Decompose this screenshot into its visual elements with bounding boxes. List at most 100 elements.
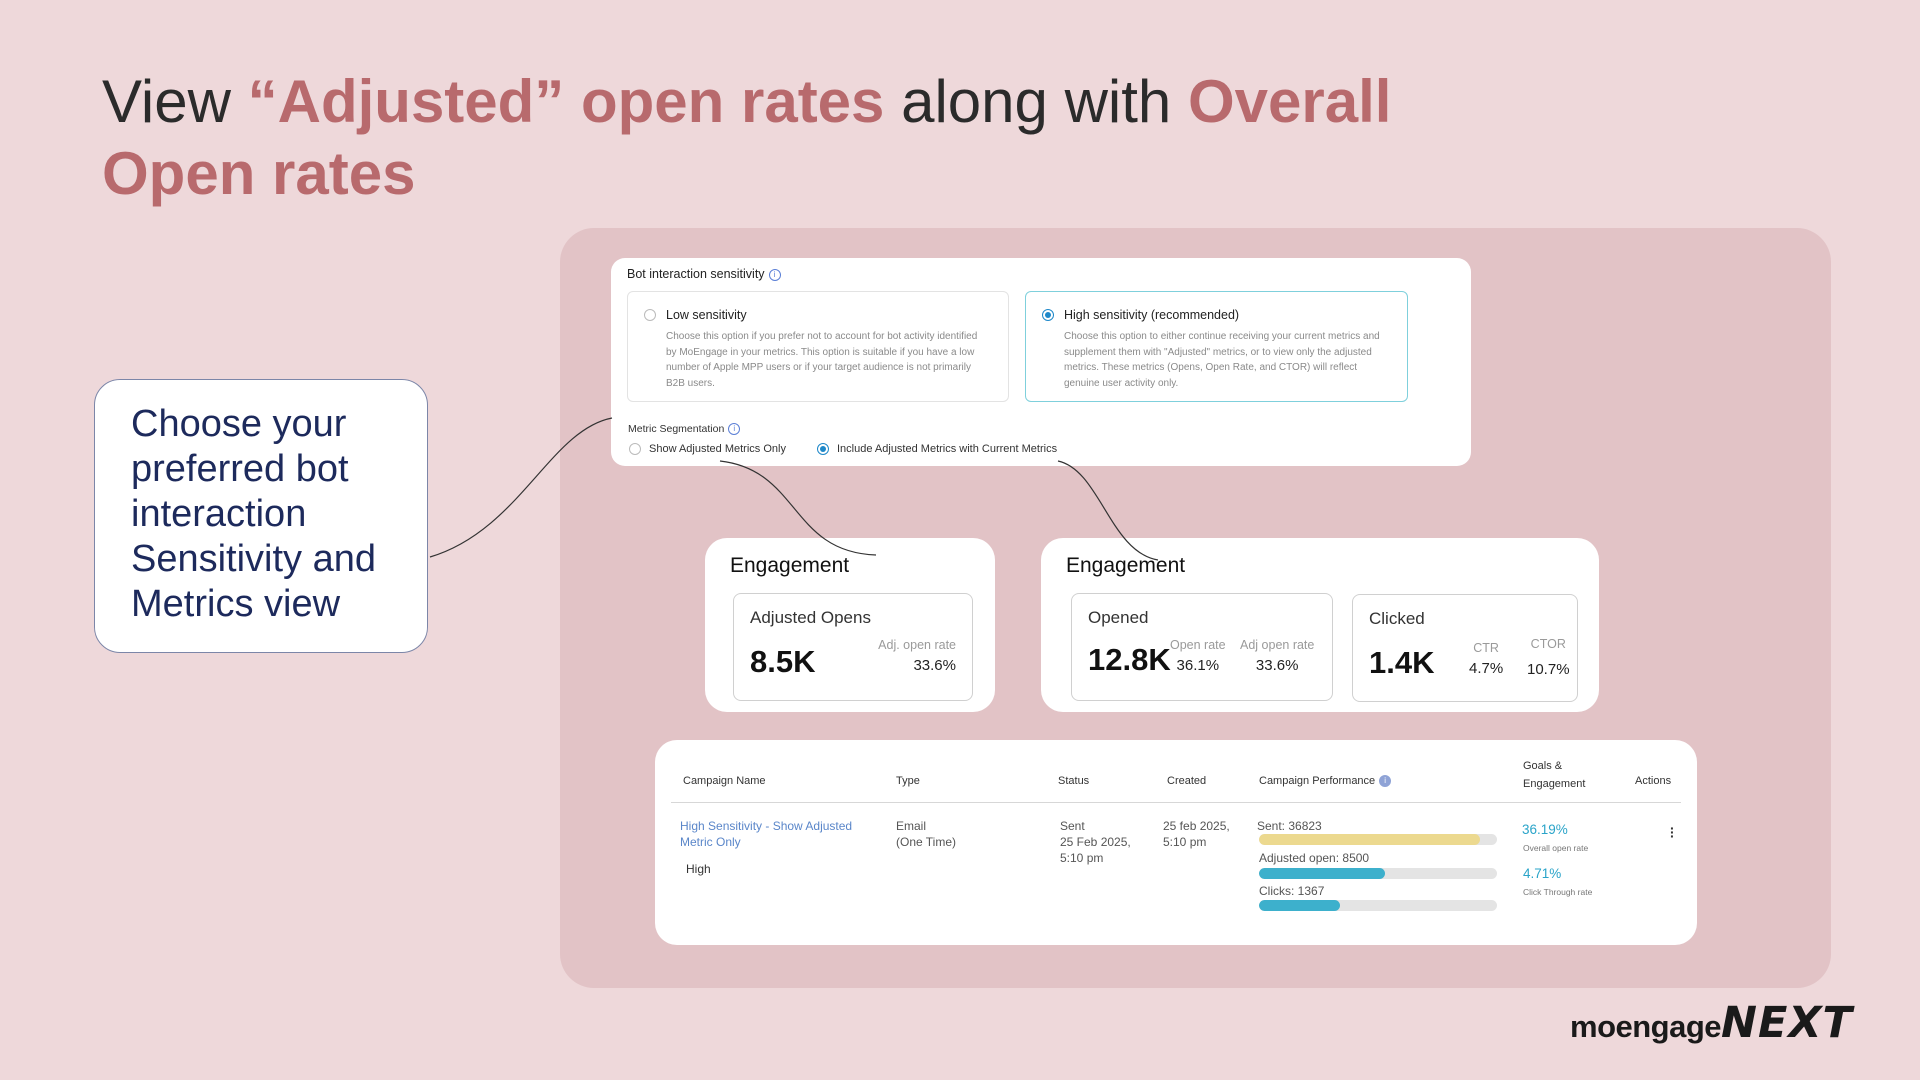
title-part-view: View: [102, 68, 248, 135]
created-line1: 25 feb 2025,: [1163, 819, 1230, 833]
adj-open-rate-label: Adj. open rate: [878, 638, 956, 652]
perf-clicks-fill: [1259, 900, 1340, 911]
bot-sensitivity-header: Bot interaction sensitivity i: [627, 267, 781, 281]
metric-segmentation-header: Metric Segmentation i: [628, 423, 741, 436]
page-title: View “Adjusted” open rates along with Ov…: [102, 66, 1522, 210]
open-rate-label: Open rate: [1170, 638, 1226, 652]
info-icon[interactable]: i: [1379, 775, 1392, 788]
campaign-created: 25 feb 2025, 5:10 pm: [1163, 818, 1230, 850]
perf-adjusted-open-bar: [1259, 868, 1497, 879]
adj-open-rate-value: 33.6%: [913, 657, 956, 674]
campaign-type: Email (One Time): [896, 818, 956, 850]
campaign-name-line2: Metric Only: [680, 835, 741, 849]
col-status[interactable]: Status: [1058, 775, 1090, 787]
engagement-title: Engagement: [730, 554, 850, 577]
show-adjusted-only-label: Show Adjusted Metrics Only: [649, 443, 786, 455]
status-line3: 5:10 pm: [1060, 851, 1104, 865]
campaign-name-line1: High Sensitivity - Show Adjusted: [680, 819, 853, 833]
show-adjusted-only-radio[interactable]: [629, 443, 641, 455]
perf-sent-fill: [1259, 834, 1481, 845]
click-through-rate-label: Click Through rate: [1523, 887, 1593, 897]
ctor-label: CTOR: [1530, 637, 1566, 651]
show-adjusted-only-option[interactable]: Show Adjusted Metrics Only: [629, 443, 786, 455]
open-rate: Open rate 36.1%: [1170, 638, 1226, 674]
clicked-label: Clicked: [1369, 609, 1425, 628]
adjusted-opens-metric: Adjusted Opens 8.5K Adj. open rate 33.6%: [733, 593, 973, 701]
status-line2: 25 Feb 2025,: [1060, 835, 1131, 849]
title-highlight-overall: Overall Open rates: [102, 68, 1392, 207]
created-line2: 5:10 pm: [1163, 835, 1207, 849]
high-sensitivity-option[interactable]: High sensitivity (recommended) Choose th…: [1025, 291, 1408, 402]
col-campaign-performance[interactable]: Campaign Performance i: [1259, 775, 1392, 788]
table-header-divider: [671, 802, 1681, 803]
callout-text: Choose your preferred bot interaction Se…: [131, 403, 377, 625]
metric-segmentation-title: Metric Segmentation: [628, 423, 725, 435]
engagement-card-adjusted: Engagement Adjusted Opens 8.5K Adj. open…: [705, 538, 995, 712]
adj-open-rate: Adj open rate 33.6%: [1240, 638, 1314, 674]
ctr-value: 4.7%: [1469, 660, 1504, 677]
adj-open-rate-value: 33.6%: [1255, 657, 1299, 674]
title-part-along: along with: [884, 68, 1188, 135]
adjusted-opens-label: Adjusted Opens: [750, 608, 871, 627]
clicked-value: 1.4K: [1369, 645, 1435, 680]
campaign-type-line2: (One Time): [896, 835, 957, 849]
col-goals-engagement[interactable]: Goals & Engagement: [1523, 757, 1585, 793]
low-sensitivity-option[interactable]: Low sensitivity Choose this option if yo…: [627, 291, 1009, 402]
ctr-label: CTR: [1473, 641, 1499, 655]
low-sensitivity-description: Choose this option if you prefer not to …: [666, 331, 978, 389]
perf-adjusted-open-label: Adjusted open: 8500: [1259, 851, 1370, 865]
connector-callout-to-settings: [429, 417, 613, 558]
click-through-rate-value: 4.71%: [1523, 866, 1562, 881]
include-adjusted-option[interactable]: Include Adjusted Metrics with Current Me…: [817, 443, 1057, 455]
col-created[interactable]: Created: [1167, 775, 1207, 787]
low-sensitivity-label: Low sensitivity: [666, 308, 747, 322]
include-adjusted-label: Include Adjusted Metrics with Current Me…: [837, 443, 1058, 455]
high-sensitivity-radio[interactable]: [1042, 309, 1054, 321]
open-rate-value: 36.1%: [1176, 657, 1220, 674]
campaign-type-line1: Email: [896, 819, 927, 833]
include-adjusted-radio[interactable]: [817, 443, 829, 455]
opened-metric: Opened 12.8K Open rate 36.1% Adj open ra…: [1071, 593, 1333, 701]
perf-adjusted-open-fill: [1259, 868, 1386, 879]
ctor: CTOR 10.7%: [1527, 637, 1570, 678]
col-campaign-performance-label: Campaign Performance: [1259, 775, 1376, 787]
high-sensitivity-label: High sensitivity (recommended): [1064, 308, 1240, 322]
low-sensitivity-radio[interactable]: [644, 309, 656, 321]
moengage-next-logo: moengageNEXT: [1570, 998, 1853, 1048]
bot-sensitivity-title: Bot interaction sensitivity: [627, 267, 765, 281]
perf-clicks-label: Clicks: 1367: [1259, 884, 1325, 898]
connector-include-adjusted-to-card: [1057, 460, 1159, 561]
opened-value: 12.8K: [1088, 642, 1171, 677]
col-type[interactable]: Type: [896, 775, 920, 787]
perf-sent-label: Sent: 36823: [1257, 819, 1322, 833]
adjusted-opens-value: 8.5K: [750, 644, 816, 679]
info-icon[interactable]: i: [728, 423, 741, 436]
engagement-card-overall: Engagement Opened 12.8K Open rate 36.1% …: [1041, 538, 1599, 712]
col-campaign-name[interactable]: Campaign Name: [683, 775, 766, 787]
adj-open-rate: Adj. open rate 33.6%: [878, 638, 956, 674]
sensitivity-tag: High: [686, 862, 711, 876]
high-sensitivity-description: Choose this option to either continue re…: [1064, 331, 1380, 389]
campaign-status: Sent 25 Feb 2025, 5:10 pm: [1060, 818, 1131, 866]
kebab-menu-icon[interactable]: · · ·: [1670, 820, 1675, 844]
logo-moengage: moengage: [1570, 1009, 1722, 1044]
ctor-value: 10.7%: [1527, 661, 1570, 678]
col-goals-label: Goals &: [1523, 760, 1563, 772]
status-line1: Sent: [1060, 819, 1085, 833]
perf-clicks-bar: [1259, 900, 1497, 911]
logo-next: NEXT: [1721, 998, 1853, 1048]
col-actions: Actions: [1635, 775, 1672, 787]
info-icon[interactable]: i: [768, 268, 781, 281]
col-engagement-label: Engagement: [1523, 778, 1586, 790]
ctr: CTR 4.7%: [1469, 641, 1503, 677]
clicked-metric: Clicked 1.4K CTR 4.7% CTOR 10.7%: [1352, 594, 1578, 702]
bot-sensitivity-card: Bot interaction sensitivity i Low sensiti…: [611, 258, 1471, 466]
campaign-table-card: Campaign Name Type Status Created Campai…: [655, 740, 1697, 945]
opened-label: Opened: [1088, 608, 1149, 627]
connector-adjusted-only-to-card: [719, 460, 877, 556]
overall-open-rate-value: 36.19%: [1522, 822, 1568, 837]
adj-open-rate-label: Adj open rate: [1240, 638, 1315, 652]
overall-open-rate-label: Overall open rate: [1523, 843, 1589, 853]
campaign-name-link[interactable]: High Sensitivity - Show Adjusted Metric …: [680, 818, 852, 850]
